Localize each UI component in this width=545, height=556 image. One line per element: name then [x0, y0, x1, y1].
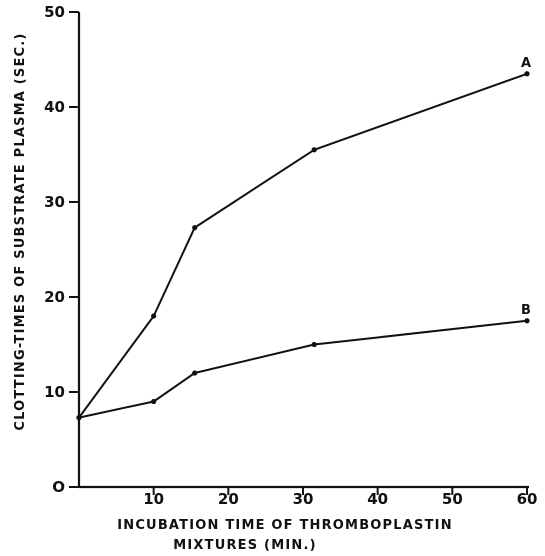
series-line-b [78, 319, 528, 419]
series-lines: AB [76, 56, 531, 421]
series-label-a: A [521, 56, 531, 71]
data-point-b [151, 398, 157, 405]
axes [77, 12, 529, 489]
data-point-b [192, 370, 198, 376]
y-tick-label: 20 [44, 288, 65, 306]
y-axis-title: CLOTTING-TIMES OF SUBSTRATE PLASMA (SEC.… [13, 32, 28, 430]
data-point-b [524, 318, 530, 324]
data-point-b [76, 415, 82, 421]
x-tick-label: 40 [367, 490, 388, 508]
y-tick-label: O [52, 478, 65, 496]
axis-labels: CLOTTING-TIMES OF SUBSTRATE PLASMA (SEC.… [13, 32, 453, 553]
data-point-a [311, 147, 317, 153]
data-point-a [524, 71, 530, 77]
y-tick-label: 10 [44, 383, 65, 401]
x-tick-label: 60 [517, 490, 538, 508]
x-axis-title-line: INCUBATION TIME OF THROMBOPLASTIN [117, 518, 453, 533]
series-line-a [78, 72, 528, 419]
data-point-a [151, 313, 157, 319]
y-tick-label: 30 [44, 193, 65, 211]
axis-ticks: O 10 20 30 40 50 10 20 30 40 50 60 [44, 3, 537, 508]
y-tick-label: 50 [44, 3, 65, 21]
x-tick-label: 10 [143, 490, 164, 508]
y-tick-label: 40 [44, 98, 65, 116]
x-tick-label: 30 [293, 490, 314, 508]
data-point-b [311, 341, 317, 348]
data-point-a [192, 225, 198, 231]
x-tick-label: 20 [218, 490, 239, 508]
x-axis-title-line: MIXTURES (MIN.) [173, 538, 316, 553]
x-tick-label: 50 [442, 490, 463, 508]
series-label-b: B [521, 303, 531, 318]
